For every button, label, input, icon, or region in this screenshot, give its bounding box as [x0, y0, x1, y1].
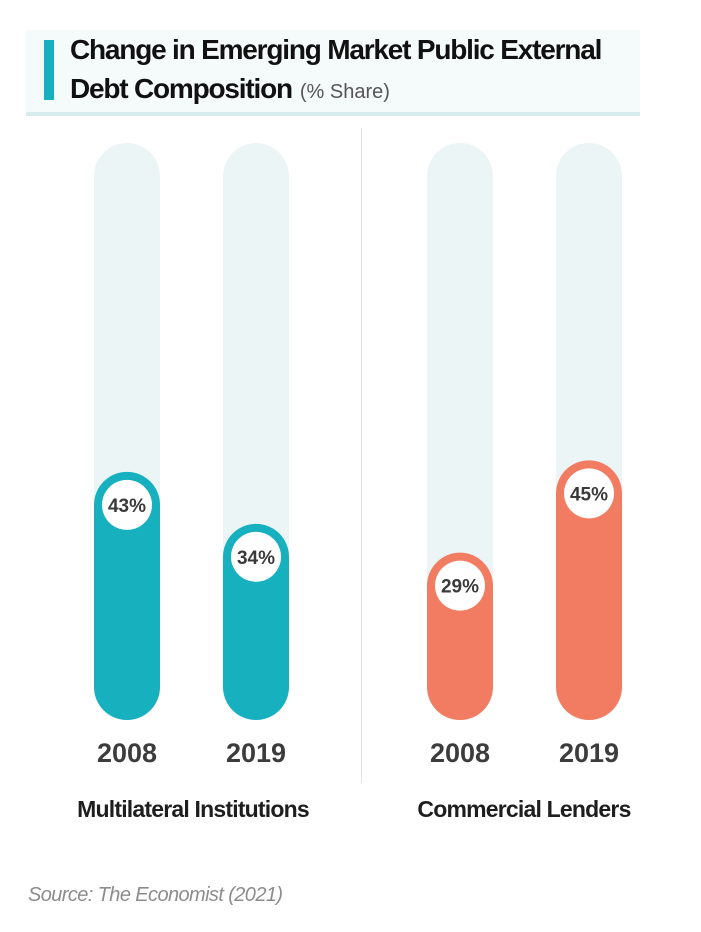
category-label-multilateral-2019: 2019: [226, 738, 286, 768]
source-note: Source: The Economist (2021): [28, 884, 283, 906]
group-label-multilateral: Multilateral Institutions: [77, 796, 310, 822]
group-label-commercial: Commercial Lenders: [417, 796, 631, 822]
bar-commercial-2019: [556, 460, 622, 720]
value-badge-multilateral-2019: [231, 531, 281, 582]
title-accent-bar: [44, 40, 54, 100]
value-label-commercial-2008: 29%: [441, 577, 479, 598]
chart-title-box: Change in Emerging Market Public Externa…: [26, 30, 640, 116]
value-badge-commercial-2008: [435, 560, 485, 611]
value-label-commercial-2019: 45%: [570, 484, 608, 505]
category-label-multilateral-2008: 2008: [97, 738, 157, 768]
group-divider: [361, 128, 362, 783]
chart-title-line2: Debt Composition: [70, 73, 293, 104]
category-label-commercial-2019: 2019: [559, 738, 619, 768]
bar-multilateral-2008: [94, 471, 160, 720]
value-label-multilateral-2008: 43%: [108, 496, 146, 517]
value-badge-multilateral-2008: [102, 479, 152, 530]
chart-title-line2-wrap: Debt Composition (% Share): [70, 73, 390, 105]
value-badge-commercial-2019: [564, 468, 614, 519]
chart-title-line1: Change in Emerging Market Public Externa…: [70, 34, 602, 65]
chart-unit: (% Share): [299, 81, 390, 103]
category-label-commercial-2008: 2008: [430, 738, 490, 768]
value-label-multilateral-2019: 34%: [237, 548, 275, 569]
